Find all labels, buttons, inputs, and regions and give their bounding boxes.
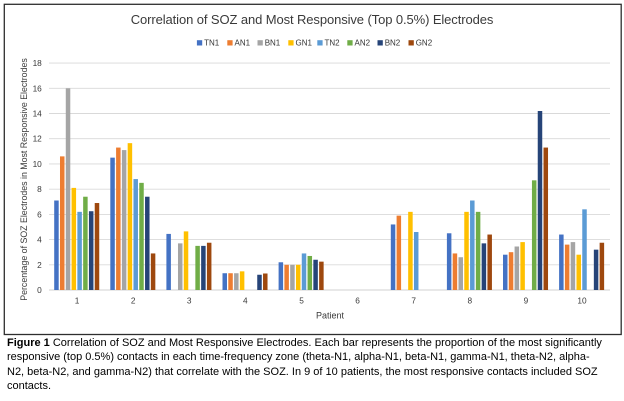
svg-text:10: 10 (33, 159, 43, 169)
svg-text:4: 4 (37, 235, 42, 245)
svg-text:7: 7 (411, 296, 416, 306)
svg-text:AN1: AN1 (235, 38, 251, 47)
svg-text:4: 4 (243, 296, 248, 306)
svg-text:TN1: TN1 (204, 38, 220, 47)
svg-text:GN1: GN1 (296, 38, 313, 47)
svg-text:BN1: BN1 (265, 38, 281, 47)
svg-text:6: 6 (355, 296, 360, 306)
svg-text:3: 3 (187, 296, 192, 306)
svg-text:8: 8 (37, 184, 42, 194)
svg-text:Percentage of SOZ Electrodes i: Percentage of SOZ Electrodes in Most Res… (19, 58, 29, 301)
svg-text:10: 10 (577, 296, 587, 306)
svg-text:14: 14 (33, 109, 43, 119)
svg-text:0: 0 (37, 285, 42, 295)
svg-text:8: 8 (467, 296, 472, 306)
svg-text:AN2: AN2 (355, 38, 371, 47)
svg-text:6: 6 (37, 209, 42, 219)
svg-text:18: 18 (33, 58, 43, 68)
svg-text:TN2: TN2 (325, 38, 341, 47)
svg-text:1: 1 (75, 296, 80, 306)
svg-text:5: 5 (299, 296, 304, 306)
svg-text:12: 12 (33, 134, 43, 144)
svg-text:Patient: Patient (316, 311, 345, 321)
svg-text:2: 2 (131, 296, 136, 306)
svg-text:Correlation of SOZ and Most Re: Correlation of SOZ and Most Responsive (… (131, 12, 494, 27)
svg-text:GN2: GN2 (416, 38, 433, 47)
svg-text:BN2: BN2 (385, 38, 401, 47)
svg-text:9: 9 (524, 296, 529, 306)
svg-text:2: 2 (37, 260, 42, 270)
svg-text:16: 16 (33, 83, 43, 93)
